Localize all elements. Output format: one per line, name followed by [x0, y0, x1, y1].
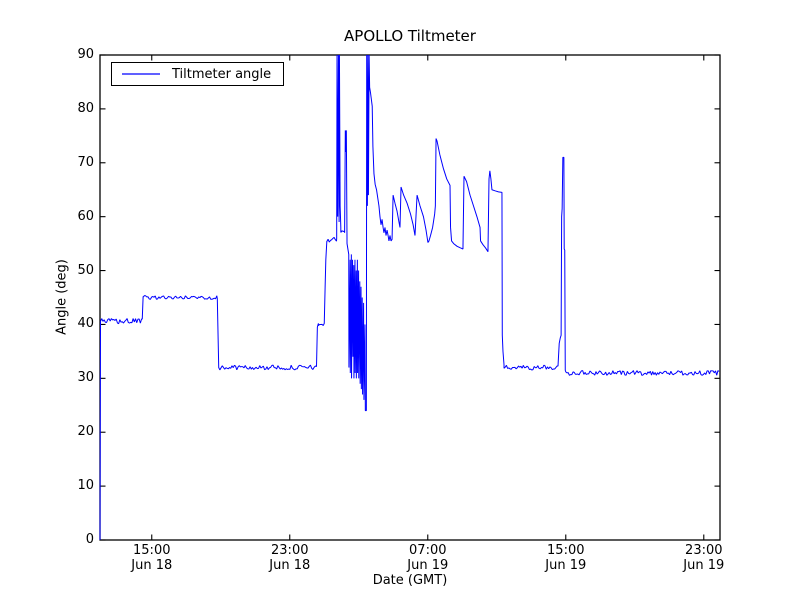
- axes-frame: [99, 54, 721, 541]
- y-tick-label: 90: [77, 47, 94, 62]
- legend: Tiltmeter angle: [111, 62, 285, 86]
- chart-title: APOLLO Tiltmeter: [344, 27, 476, 45]
- legend-line-icon: [122, 73, 160, 75]
- axis-ticks: [100, 54, 720, 541]
- y-tick-label: 80: [77, 100, 94, 116]
- legend-label: Tiltmeter angle: [172, 66, 272, 82]
- y-tick-label: 70: [77, 154, 94, 170]
- x-axis-label: Date (GMT): [372, 573, 448, 588]
- y-tick-label: 20: [77, 424, 94, 440]
- x-tick-label: 23:00 Jun 18: [269, 543, 311, 573]
- x-tick-label: 07:00 Jun 19: [407, 543, 449, 573]
- y-tick-label: 0: [85, 532, 94, 547]
- y-tick-label: 50: [77, 262, 94, 278]
- x-tick-label: 15:00 Jun 19: [545, 543, 587, 573]
- y-tick-label: 10: [77, 478, 94, 494]
- y-tick-label: 60: [77, 208, 94, 224]
- y-tick-label: 40: [77, 316, 94, 332]
- x-tick-label: 23:00 Jun 19: [683, 543, 725, 573]
- x-tick-label: 15:00 Jun 18: [131, 543, 173, 573]
- data-line: [99, 54, 720, 541]
- y-tick-label: 30: [77, 370, 94, 386]
